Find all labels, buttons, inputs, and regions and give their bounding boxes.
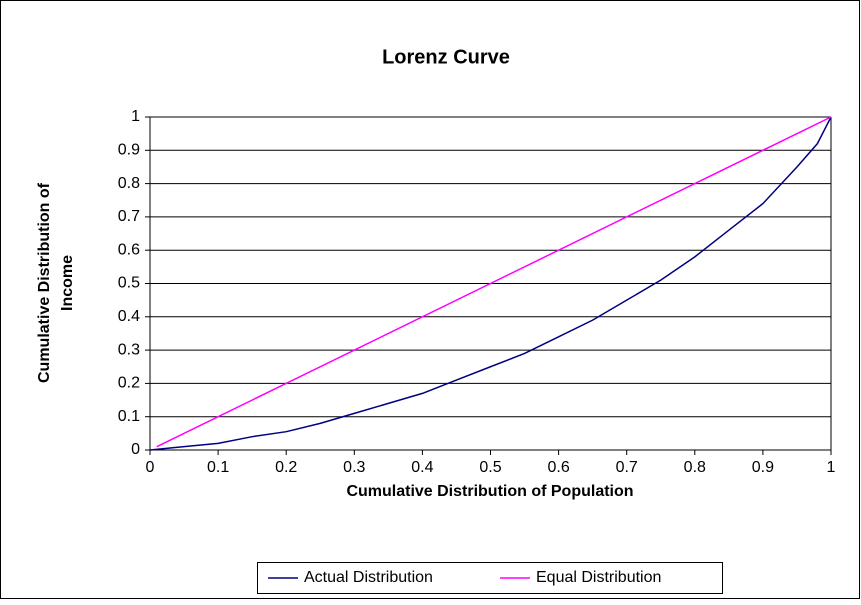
y-tick-label: 0.5 bbox=[118, 275, 140, 292]
x-tick-label: 0.1 bbox=[207, 459, 229, 476]
x-tick-label: 0.7 bbox=[616, 459, 638, 476]
y-tick-label: 0.2 bbox=[118, 375, 140, 392]
y-axis-label: Income bbox=[59, 255, 76, 311]
y-tick-label: 0.9 bbox=[118, 142, 140, 159]
x-tick-label: 0.2 bbox=[275, 459, 297, 476]
legend-box bbox=[257, 562, 723, 594]
legend-label: Actual Distribution bbox=[304, 569, 433, 586]
x-tick-label: 0.3 bbox=[343, 459, 365, 476]
y-tick-label: 0.7 bbox=[118, 208, 140, 225]
x-tick-label: 1 bbox=[827, 459, 836, 476]
y-tick-label: 1 bbox=[131, 108, 140, 125]
x-tick-label: 0.6 bbox=[547, 459, 569, 476]
x-tick-label: 0.5 bbox=[479, 459, 501, 476]
y-tick-label: 0.3 bbox=[118, 341, 140, 358]
y-tick-label: 0.4 bbox=[118, 308, 140, 325]
series-line bbox=[156, 116, 832, 448]
y-tick-label: 0.1 bbox=[118, 408, 140, 425]
x-axis-label: Cumulative Distribution of Population bbox=[346, 483, 633, 500]
chart-title: Lorenz Curve bbox=[382, 46, 510, 68]
x-tick-label: 0 bbox=[146, 459, 155, 476]
series-line bbox=[149, 116, 832, 451]
y-axis-label: Cumulative Distribution of bbox=[36, 182, 53, 383]
y-tick-label: 0.6 bbox=[118, 241, 140, 258]
y-tick-label: 0 bbox=[131, 441, 140, 458]
x-tick-label: 0.8 bbox=[684, 459, 706, 476]
legend-label: Equal Distribution bbox=[536, 569, 661, 586]
y-tick-label: 0.8 bbox=[118, 175, 140, 192]
x-tick-label: 0.9 bbox=[752, 459, 774, 476]
x-tick-label: 0.4 bbox=[411, 459, 433, 476]
